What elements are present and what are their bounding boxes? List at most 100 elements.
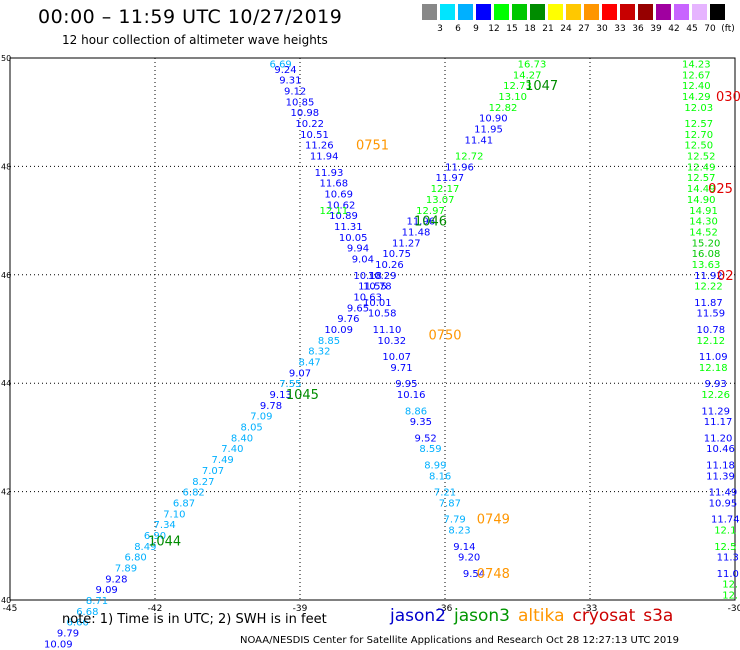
wave-height-label: 12.49 xyxy=(687,162,716,173)
wave-height-label: 14.30 xyxy=(689,217,718,228)
wave-height-label: 9.93 xyxy=(705,379,727,390)
pass-time-label: 1044 xyxy=(148,534,181,549)
wave-height-label: 11.26 xyxy=(305,141,334,152)
wave-height-label: 7.09 xyxy=(250,412,272,423)
wave-height-label: 11.09 xyxy=(699,352,728,363)
wave-height-label: 9.28 xyxy=(105,574,127,585)
wave-height-label: 13.07 xyxy=(426,195,455,206)
wave-height-label: 12. xyxy=(722,580,738,591)
wave-height-label: 9.71 xyxy=(390,363,412,374)
pass-time-label: 02 xyxy=(717,269,734,284)
wave-height-label: 12.1 xyxy=(714,526,736,537)
wave-height-label: 11.95 xyxy=(474,124,503,135)
wave-height-label: 10.75 xyxy=(382,249,411,260)
wave-height-label: 10.09 xyxy=(324,325,353,336)
wave-height-label: 14.29 xyxy=(682,92,711,103)
wave-height-label: 8.59 xyxy=(419,444,441,455)
wave-height-label: 11.20 xyxy=(704,433,733,444)
wave-height-label: 8.27 xyxy=(192,477,214,488)
pass-time-label: 1045 xyxy=(286,388,319,403)
y-tick-label: 50 xyxy=(1,54,11,63)
wave-height-label: 12.72 xyxy=(455,152,484,163)
wave-height-label: 9.52 xyxy=(415,433,437,444)
wave-height-label: 9.65 xyxy=(347,303,369,314)
wave-height-label: 7.34 xyxy=(154,520,176,531)
wave-height-label: 15.20 xyxy=(692,238,721,249)
wave-height-label: 12.18 xyxy=(699,363,728,374)
wave-height-label: 6.87 xyxy=(173,498,195,509)
wave-height-label: 12.52 xyxy=(687,152,716,163)
wave-height-label: 12.57 xyxy=(684,119,713,130)
pass-time-label: 0749 xyxy=(477,513,510,528)
wave-height-label: 8.32 xyxy=(308,347,330,358)
wave-height-label: 9.76 xyxy=(337,314,359,325)
wave-height-label: 9.14 xyxy=(453,542,475,553)
wave-height-label: 10.09 xyxy=(44,639,73,650)
wave-height-label: 8.71 xyxy=(86,596,108,607)
y-tick-label: 46 xyxy=(1,271,11,280)
wave-height-label: 11.10 xyxy=(373,325,402,336)
pass-time-label: 0300 xyxy=(716,90,740,105)
wave-height-label: 9.07 xyxy=(289,368,311,379)
wave-height-label: 9.95 xyxy=(395,379,417,390)
wave-height-label: 9.79 xyxy=(57,629,79,640)
wave-height-label: 10.69 xyxy=(324,190,353,201)
wave-height-label: 11.27 xyxy=(392,238,421,249)
wave-height-label: 8.16 xyxy=(429,471,451,482)
wave-height-label: 14.23 xyxy=(682,59,711,70)
wave-height-label: 11.3 xyxy=(717,553,739,564)
wave-height-label: 7.87 xyxy=(439,498,461,509)
wave-height-label: 10.16 xyxy=(397,390,426,401)
satellite-legend-item: cryosat xyxy=(573,606,636,626)
wave-height-label: 7.49 xyxy=(212,455,234,466)
y-tick-label: 42 xyxy=(1,488,11,497)
wave-height-label: 13.10 xyxy=(498,92,527,103)
wave-height-label: 12.03 xyxy=(684,103,713,114)
wave-height-label: 13.63 xyxy=(692,260,721,271)
wave-height-label: 11.68 xyxy=(320,179,349,190)
wave-height-label: 9.78 xyxy=(260,401,282,412)
wave-height-label: 11.96 xyxy=(445,162,474,173)
satellite-legend-item: jason2 xyxy=(390,606,446,626)
wave-height-label: 11.49 xyxy=(709,488,738,499)
wave-height-label: 9.12 xyxy=(284,87,306,98)
pass-time-label: 025 xyxy=(708,182,733,197)
wave-height-label: 16.73 xyxy=(518,59,547,70)
wave-height-label: 8.47 xyxy=(299,358,321,369)
wave-height-label: 7.21 xyxy=(434,488,456,499)
wave-height-label: 12.5 xyxy=(714,542,736,553)
wave-height-label: 12.50 xyxy=(684,141,713,152)
pass-time-label: 0750 xyxy=(428,328,461,343)
y-tick-label: 40 xyxy=(1,596,11,605)
plot-area: -45 -42 -39 -36 -33 -304042444648506.699.249.… xyxy=(0,0,740,650)
wave-height-label: 10.26 xyxy=(375,260,404,271)
wave-height-label: 11.87 xyxy=(694,298,723,309)
wave-height-label: 10.85 xyxy=(286,97,315,108)
wave-height-label: 7.89 xyxy=(115,563,137,574)
wave-height-label: 10.07 xyxy=(382,352,411,363)
pass-time-label: 0748 xyxy=(477,567,510,582)
wave-height-label: 12.12 xyxy=(697,336,726,347)
wave-height-label: 11.74 xyxy=(711,515,740,526)
pass-time-label: 0751 xyxy=(356,139,389,154)
wave-height-label: 6.80 xyxy=(125,553,147,564)
wave-height-label: 9.35 xyxy=(410,417,432,428)
wave-height-label: 11.18 xyxy=(706,461,735,472)
wave-height-label: 10.51 xyxy=(300,130,329,141)
wave-height-label: 10.05 xyxy=(339,233,368,244)
wave-height-label: 12.26 xyxy=(701,390,730,401)
wave-height-label: 14.91 xyxy=(689,206,718,217)
pass-time-label: 1047 xyxy=(525,79,558,94)
satellite-legend-item: jason3 xyxy=(454,606,510,626)
wave-height-label: 12.40 xyxy=(682,81,711,92)
wave-height-label: 11.29 xyxy=(701,406,730,417)
wave-height-label: 7.07 xyxy=(202,466,224,477)
wave-height-label: 10.90 xyxy=(479,114,508,125)
wave-height-label: 12.11 xyxy=(320,206,349,217)
units-note: note: 1) Time is in UTC; 2) SWH is in fe… xyxy=(62,612,327,627)
wave-height-label: 8.99 xyxy=(424,461,446,472)
wave-height-label: 7.79 xyxy=(444,515,466,526)
y-tick-label: 48 xyxy=(1,162,11,171)
wave-height-label: 10.22 xyxy=(295,119,324,130)
wave-height-label: 12.67 xyxy=(682,70,711,81)
